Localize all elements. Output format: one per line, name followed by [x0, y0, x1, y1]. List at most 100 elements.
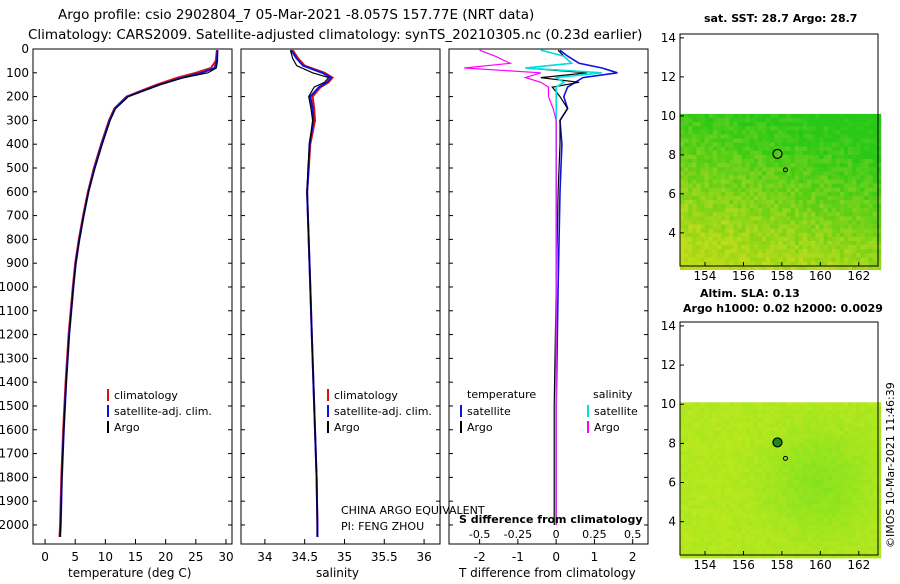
map-cell: [766, 208, 771, 213]
map-cell: [733, 216, 738, 221]
map-cell: [831, 126, 837, 131]
map-cell: [872, 265, 878, 270]
map-cell: [770, 130, 775, 135]
map-cell: [827, 476, 832, 481]
map-cell: [844, 451, 849, 456]
map-cell: [712, 261, 718, 266]
map-cell: [798, 195, 804, 201]
map-cell: [860, 414, 865, 419]
map-cell: [794, 150, 800, 156]
map-cell: [868, 261, 873, 266]
map-cell: [757, 533, 763, 538]
map-cell: [872, 146, 878, 152]
map-cell: [876, 508, 882, 514]
map-cell: [712, 146, 718, 152]
map-cell: [704, 418, 709, 424]
map-cell: [823, 232, 828, 238]
map-cell: [823, 484, 828, 489]
map-cell: [794, 179, 800, 184]
map-cell: [815, 537, 820, 542]
map-cell: [741, 204, 746, 209]
map-cell: [860, 253, 865, 258]
map-cell: [848, 488, 853, 493]
map-cell: [766, 439, 771, 444]
map-cell: [876, 159, 882, 164]
map-cell: [753, 183, 759, 188]
map-cell: [733, 513, 738, 518]
map-cell: [794, 208, 800, 213]
map-cell: [835, 245, 841, 250]
map-cell: [684, 488, 689, 493]
map-cell: [864, 146, 869, 152]
map-cell: [680, 525, 685, 530]
map-cell: [708, 492, 714, 497]
map-cell: [803, 410, 808, 415]
map-cell: [745, 200, 750, 205]
map-cell: [684, 249, 689, 254]
map-x-tick-label: 162: [847, 558, 870, 572]
map-cell: [856, 451, 861, 456]
map-cell: [733, 443, 738, 448]
map-cell: [782, 212, 787, 217]
map-cell: [844, 228, 849, 234]
map-cell: [831, 261, 837, 266]
map-cell: [839, 443, 845, 448]
map-cell: [716, 224, 722, 229]
map-cell: [839, 265, 845, 270]
map-cell: [798, 171, 804, 176]
map-cell: [716, 455, 722, 460]
map-cell: [688, 142, 693, 147]
map-cell: [753, 500, 759, 506]
map-cell: [827, 496, 832, 501]
map-cell: [700, 529, 705, 534]
map-cell: [827, 261, 832, 266]
map-cell: [737, 418, 742, 424]
map-cell: [712, 513, 718, 518]
map-cell: [712, 414, 718, 419]
map-cell: [803, 113, 808, 119]
map-cell: [737, 130, 742, 135]
map-cell: [794, 163, 800, 168]
map-cell: [807, 480, 812, 485]
map-cell: [774, 159, 779, 164]
map-cell: [700, 228, 705, 234]
map-cell: [692, 406, 697, 411]
map-cell: [757, 554, 763, 559]
map-cell: [868, 113, 873, 119]
map-cell: [692, 134, 697, 139]
map-cell: [811, 537, 816, 542]
map-cell: [774, 500, 779, 506]
map-cell: [729, 410, 734, 415]
map-cell: [716, 463, 722, 469]
map-cell: [704, 253, 709, 258]
map-cell: [721, 122, 726, 127]
map-cell: [876, 545, 882, 551]
map-cell: [868, 537, 873, 542]
map-cell: [749, 183, 755, 188]
map-cell: [844, 554, 849, 559]
map-cell: [819, 163, 824, 168]
map-cell: [766, 253, 771, 258]
map-cell: [721, 545, 726, 551]
map-cell: [811, 447, 816, 452]
map-cell: [827, 431, 832, 436]
map-cell: [864, 439, 869, 444]
diff-line-temperature-satellite: [555, 49, 618, 525]
map-cell: [737, 146, 742, 152]
map-cell: [848, 138, 853, 143]
map-cell: [733, 508, 738, 514]
map-cell: [757, 200, 763, 205]
map-cell: [782, 435, 787, 440]
map-cell: [803, 154, 808, 160]
map-cell: [688, 146, 693, 152]
map-cell: [798, 146, 804, 152]
map-cell: [811, 150, 816, 156]
map-cell: [708, 496, 714, 501]
map-cell: [856, 187, 861, 193]
map-cell: [708, 517, 714, 522]
map-cell: [848, 484, 853, 489]
map-cell: [737, 410, 742, 415]
map-cell: [688, 488, 693, 493]
map-cell: [794, 554, 800, 559]
map-cell: [794, 204, 800, 209]
